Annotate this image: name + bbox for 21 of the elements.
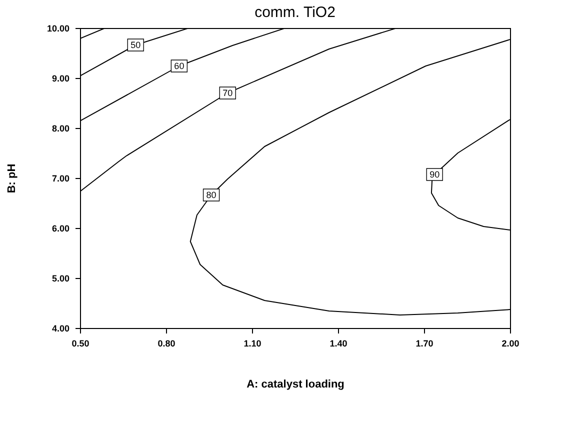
x-tick-label: 1.40 <box>330 338 348 348</box>
y-axis-title: B: pH <box>6 164 18 194</box>
y-tick-label: 8.00 <box>52 124 70 134</box>
y-tick-label: 9.00 <box>52 74 70 84</box>
y-tick-label: 10.00 <box>46 24 70 34</box>
x-tick-label: 2.00 <box>502 338 520 348</box>
x-tick-label: 0.50 <box>72 338 90 348</box>
annotation: 90 <box>430 170 440 180</box>
y-tick-label: 6.00 <box>52 224 70 234</box>
chart-title: comm. TiO2 <box>254 4 336 21</box>
y-tick-label: 7.00 <box>52 174 70 184</box>
annotation: 50 <box>130 40 141 50</box>
x-tick-label: 1.70 <box>416 338 434 348</box>
annotation: 70 <box>222 88 233 98</box>
x-tick-label: 0.80 <box>158 338 176 348</box>
x-axis-title: A: catalyst loading <box>246 378 344 390</box>
x-tick-label: 1.10 <box>244 338 262 348</box>
y-tick-label: 5.00 <box>52 274 70 284</box>
annotation: 60 <box>174 61 184 71</box>
annotation: 80 <box>206 190 216 200</box>
y-tick-label: 4.00 <box>52 324 70 334</box>
